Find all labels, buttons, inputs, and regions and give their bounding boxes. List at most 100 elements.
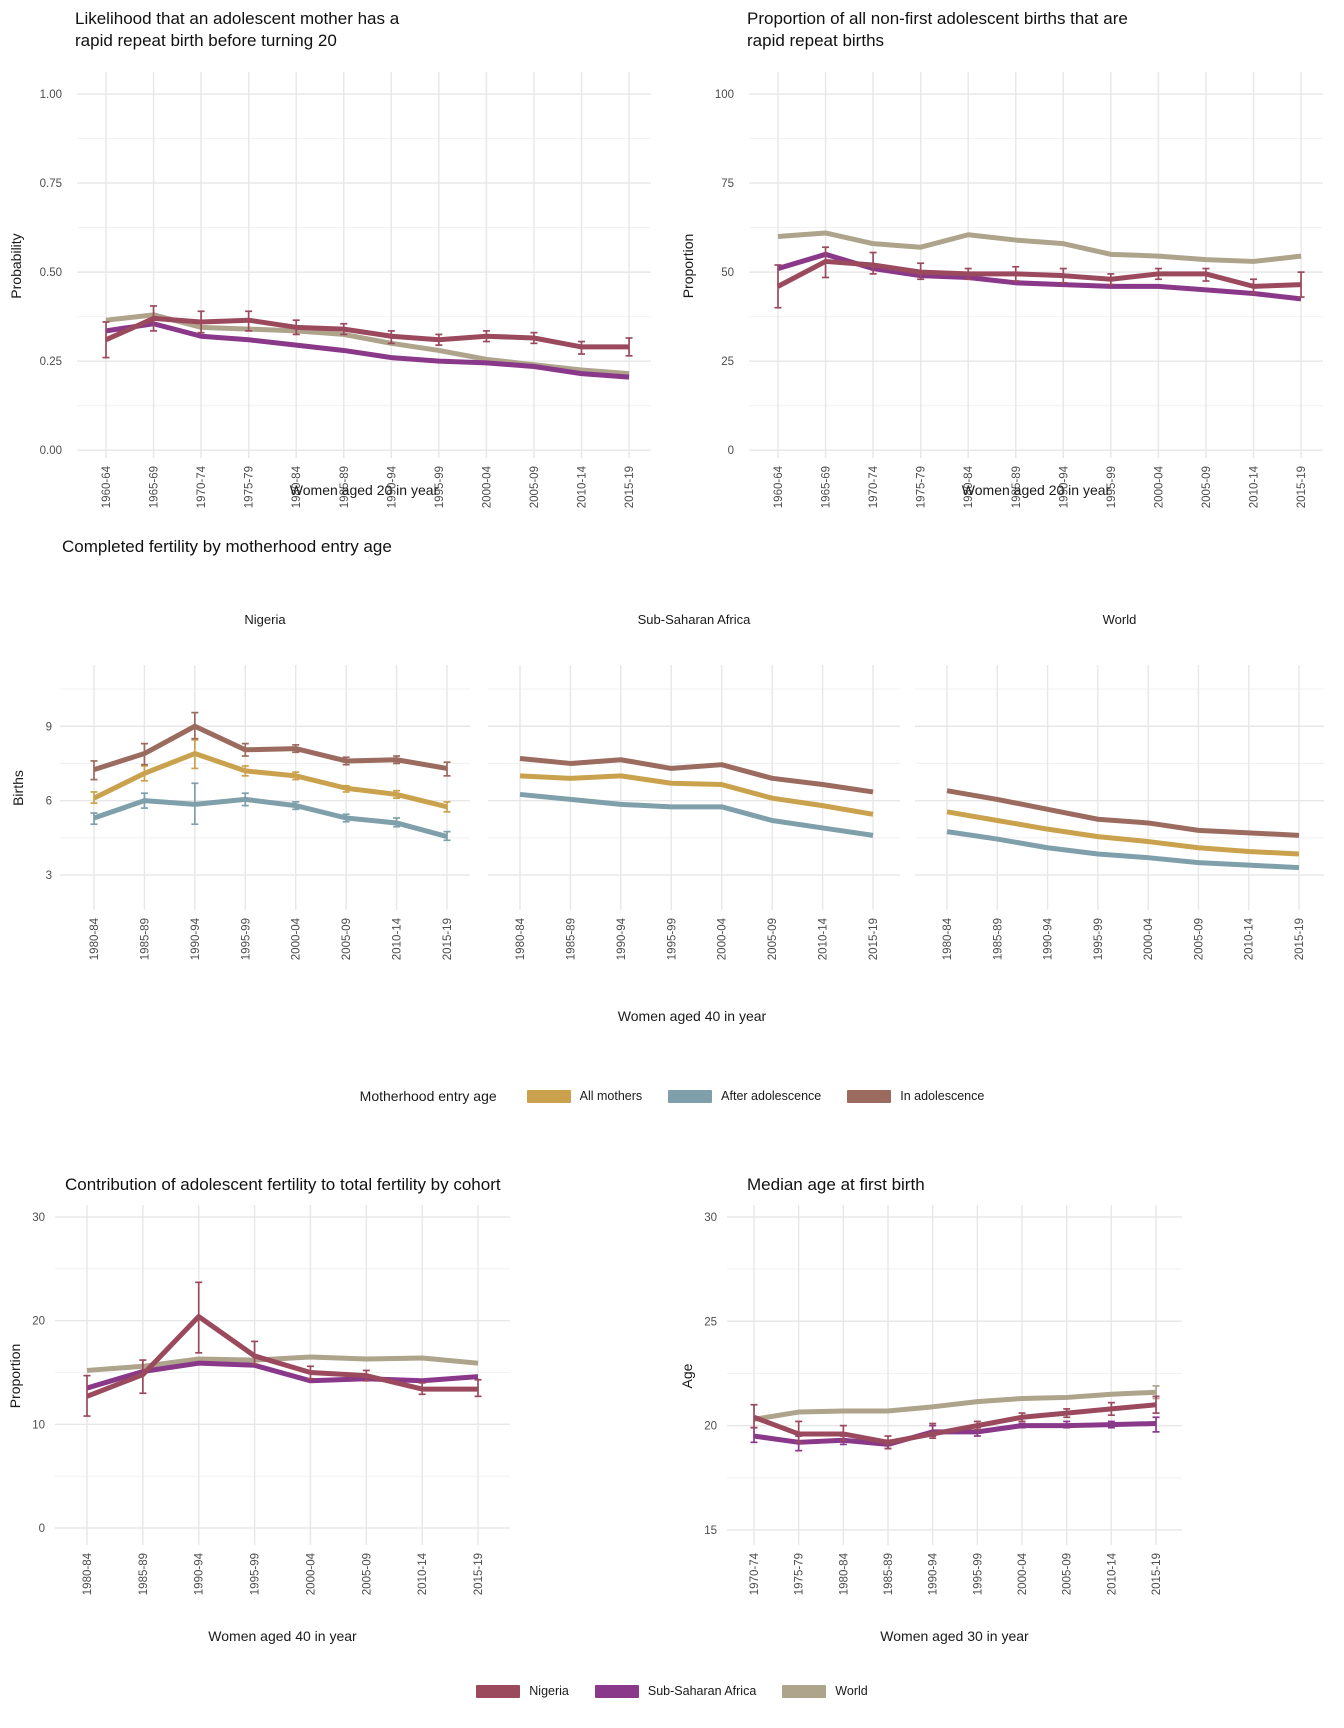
x-tick-label: 2010-14 <box>577 465 589 508</box>
chart-proportion-rapid-repeat: Proportion of all non-first adolescent b… <box>672 0 1344 520</box>
legend-item-label: In adolescence <box>900 1089 985 1103</box>
y-tick-labels: 3 6 9 <box>46 721 52 882</box>
x-tick-labels: 1960-64 1965-69 1970-74 1975-79 1980-84 1985-… <box>101 465 636 508</box>
chart-adolescent-fertility-contribution: Contribution of adolescent fertility to … <box>0 1160 672 1670</box>
y-tick-label: 0.25 <box>40 356 62 368</box>
legend-item-in-adolescence: In adolescence <box>847 1089 984 1103</box>
x-tick-label: 2015-19 <box>624 466 636 508</box>
legend-item-label: Sub-Saharan Africa <box>647 1684 757 1698</box>
x-tick-label: 1995-99 <box>666 918 678 960</box>
x-tick-label: 1985-89 <box>1011 466 1023 508</box>
chart-title: Median age at first birth <box>747 1175 925 1194</box>
series-line <box>104 315 630 350</box>
series-line <box>946 829 1300 871</box>
x-tick-label: 2010-14 <box>1249 465 1261 508</box>
error-bars <box>102 305 633 359</box>
legend-item-nigeria: Nigeria <box>476 1684 569 1698</box>
chart-likelihood-rapid-repeat: Likelihood that an adolescent mother has… <box>0 0 672 520</box>
in-adolescence-swatch-icon <box>847 1089 892 1103</box>
series-all-mothers <box>90 739 451 813</box>
y-tick-label: 0 <box>39 1523 45 1535</box>
y-tick-label: 0.50 <box>40 267 62 279</box>
series-nigeria <box>83 1281 482 1417</box>
y-tick-label: 0.75 <box>40 178 62 190</box>
y-tick-label: 20 <box>32 1316 45 1328</box>
x-tick-label: 2015-19 <box>473 1553 485 1595</box>
series-nigeria <box>774 246 1305 309</box>
x-tick-label: 2015-19 <box>442 918 454 960</box>
series-line <box>753 1389 1157 1422</box>
x-tick-label: 1995-99 <box>972 1553 984 1595</box>
x-tick-label: 1970-74 <box>196 465 208 508</box>
x-tick-label: 1960-64 <box>101 465 113 508</box>
series-line <box>519 791 874 838</box>
series-all-mothers <box>519 773 874 817</box>
x-tick-label: 1995-99 <box>1093 918 1105 960</box>
after-adolescence-swatch-icon <box>668 1089 713 1103</box>
x-tick-label: 2000-04 <box>717 917 729 960</box>
y-tick-label: 30 <box>704 1212 717 1224</box>
series-line <box>519 773 874 817</box>
x-tick-label: 1980-84 <box>89 917 101 960</box>
y-tick-label: 9 <box>46 721 52 733</box>
series-line <box>86 1314 479 1399</box>
x-tick-label: 2005-09 <box>1193 918 1205 960</box>
series-after-adolescence <box>90 782 451 842</box>
y-tick-labels: 15 20 25 30 <box>704 1212 717 1537</box>
x-tick-label: 1990-94 <box>386 465 398 508</box>
x-axis-title: Women aged 40 in year <box>208 1628 357 1644</box>
chart-title: Contribution of adolescent fertility to … <box>65 1175 501 1194</box>
world-swatch-icon <box>782 1684 827 1698</box>
legend-title: Motherhood entry age <box>359 1088 497 1104</box>
x-tick-label: 2005-09 <box>1062 1553 1074 1595</box>
x-tick-labels: 1980-84 1985-89 1990-94 1995-99 2000-04 2005-… <box>515 917 880 960</box>
x-tick-label: 1960-64 <box>773 465 785 508</box>
x-tick-label: 1995-99 <box>240 918 252 960</box>
x-tick-label: 1980-84 <box>963 465 975 508</box>
x-axis-title: Women aged 20 in year <box>961 482 1111 498</box>
facet-label-nigeria: Nigeria <box>244 612 286 627</box>
x-tick-label: 2015-19 <box>1151 1553 1163 1595</box>
x-tick-label: 1995-99 <box>1106 466 1118 508</box>
x-tick-label: 1965-69 <box>149 466 161 508</box>
x-tick-label: 1980-84 <box>942 917 954 960</box>
x-tick-label: 1990-94 <box>1058 465 1070 508</box>
legend-item-label: After adolescence <box>721 1089 822 1103</box>
x-tick-label: 1985-89 <box>139 918 151 960</box>
plot-area: 3 6 9 1980-84 1985-89 1990-94 1995-99 2000-04 20… <box>46 665 1324 960</box>
x-tick-labels: 1980-84 1985-89 1990-94 1995-99 2000-04 2005-… <box>82 1552 485 1595</box>
series-in-adolescence <box>90 711 451 781</box>
gridlines <box>915 665 1324 910</box>
legend-item-after-adolescence: After adolescence <box>668 1089 821 1103</box>
y-tick-label: 30 <box>32 1212 45 1224</box>
legend-region: Nigeria Sub-Saharan Africa World <box>0 1684 1344 1698</box>
x-tick-label: 1985-89 <box>992 918 1004 960</box>
x-tick-label: 1990-94 <box>928 1552 940 1595</box>
x-tick-label: 2005-09 <box>1201 466 1213 508</box>
y-tick-label: 25 <box>721 356 734 368</box>
x-tick-label: 1975-79 <box>794 1553 806 1595</box>
gridlines <box>727 1205 1182 1545</box>
x-tick-label: 2010-14 <box>1244 917 1256 960</box>
x-tick-label: 1980-84 <box>291 465 303 508</box>
series-world <box>753 1385 1160 1422</box>
gridlines <box>749 72 1323 458</box>
x-tick-label: 1995-99 <box>250 1553 262 1595</box>
x-tick-label: 2005-09 <box>341 918 353 960</box>
gridlines <box>488 665 900 910</box>
series-sub-saharan-africa <box>86 1360 479 1391</box>
y-tick-label: 20 <box>704 1421 717 1433</box>
x-tick-label: 2000-04 <box>1143 917 1155 960</box>
chart-completed-fertility: Completed fertility by motherhood entry … <box>0 530 1344 1030</box>
x-axis-title: Women aged 30 in year <box>880 1628 1029 1644</box>
x-tick-label: 2015-19 <box>1294 918 1306 960</box>
x-tick-label: 2010-14 <box>392 917 404 960</box>
error-bars <box>90 711 451 781</box>
x-tick-label: 1990-94 <box>1043 917 1055 960</box>
x-tick-label: 2005-09 <box>361 1553 373 1595</box>
x-tick-label: 1980-84 <box>838 1552 850 1595</box>
x-axis-title: Women aged 40 in year <box>617 1008 767 1024</box>
x-tick-label: 2015-19 <box>868 918 880 960</box>
y-tick-label: 10 <box>32 1419 45 1431</box>
series-line <box>92 751 448 810</box>
